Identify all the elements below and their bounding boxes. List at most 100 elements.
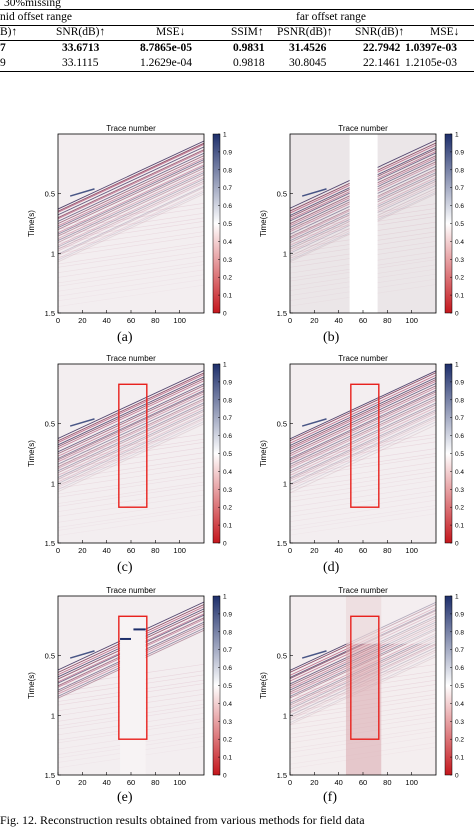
plot-area	[58, 134, 204, 313]
x-tick-label: 20	[310, 316, 318, 325]
seismic-plot: Trace number Time(s) 0 20 40 60 80 100 0.5 1 1.5 1 0…	[27, 124, 232, 325]
colorbar-tick-label: 0.7	[455, 647, 464, 654]
colorbar-tick-label: 0.4	[223, 701, 232, 708]
colorbar-tick-label: 0.5	[455, 451, 464, 458]
table-rule-bottom	[0, 71, 474, 72]
colorbar-tick-label: 0.6	[223, 433, 232, 440]
colorbar-tick-label: 0.9	[223, 379, 232, 386]
x-tick-label: 0	[56, 546, 60, 555]
table-cell: 1.0397e-03	[405, 42, 458, 54]
y-tick-label: 0.5	[45, 420, 55, 429]
table-cell: 33.6713	[62, 42, 100, 54]
colorbar-tick-label: 1	[455, 132, 459, 139]
table-row: 7 33.6713 8.7865e-05 0.9831 31.4526 22.7…	[0, 41, 474, 55]
colorbar-tick-label: 0.7	[455, 415, 464, 422]
y-tick-label: 1.5	[277, 309, 287, 318]
x-tick-label: 0	[56, 316, 60, 325]
y-tick-label: 1	[283, 249, 287, 258]
x-tick-label: 80	[151, 778, 159, 787]
colorbar-tick-label: 0.3	[223, 257, 232, 264]
col-header: SSIM↑	[231, 26, 264, 38]
table-cell: 30.8045	[289, 57, 327, 69]
colorbar-tick-label: 0.7	[223, 185, 232, 192]
x-tick-label: 20	[310, 546, 318, 555]
table-cell: 8.7865e-05	[140, 42, 193, 54]
table-cell: 7	[0, 42, 6, 54]
plot-title: Trace number	[106, 354, 156, 363]
colorbar-tick-label: 0.1	[455, 523, 464, 530]
plot-title: Trace number	[338, 354, 388, 363]
colorbar-tick-label: 0.2	[455, 737, 464, 744]
y-tick-label: 0.5	[277, 652, 287, 661]
table-cell: 1.2629e-04	[140, 57, 193, 69]
colorbar-tick-label: 0.6	[223, 665, 232, 672]
table-rule-top	[0, 9, 474, 10]
colorbar-tick-label: 0.6	[455, 665, 464, 672]
colorbar-tick-label: 0.4	[223, 239, 232, 246]
colorbar-tick-label: 1	[223, 132, 227, 139]
seismic-events	[290, 370, 436, 536]
colorbar-tick-label: 0.3	[455, 487, 464, 494]
colorbar-tick-label: 0.8	[223, 397, 232, 404]
y-tick-label: 1.5	[45, 771, 55, 780]
y-tick-label: 1	[51, 479, 55, 488]
missing-region	[120, 617, 146, 775]
x-tick-label: 0	[288, 546, 292, 555]
col-header: SNR(dB)↑	[56, 26, 106, 38]
plot-title: Trace number	[338, 124, 388, 133]
colorbar-tick-label: 0.5	[223, 221, 232, 228]
x-tick-label: 20	[310, 778, 318, 787]
colorbar-tick-label: 0.8	[223, 629, 232, 636]
seismic-events	[58, 370, 204, 536]
colorbar-tick-label: 0.8	[223, 167, 232, 174]
colorbar-tick-label: 0.4	[455, 701, 464, 708]
y-tick-label: 0.5	[45, 652, 55, 661]
highlight-box	[118, 615, 148, 740]
colorbar-tick-label: 0.6	[455, 203, 464, 210]
colorbar-tick-label: 0	[223, 311, 227, 318]
colorbar-tick-label: 0.5	[223, 451, 232, 458]
table-cell: 22.1461	[363, 57, 401, 69]
figure-caption: Fig. 12. Reconstruction results obtained…	[0, 813, 365, 827]
plot-title: Trace number	[106, 124, 156, 133]
panel-label-c: (c)	[117, 560, 133, 575]
table-rule-mid	[0, 25, 474, 26]
panel-label-a: (a)	[117, 330, 133, 345]
seismic-panel-f: Trace number Time(s) 0 20 40 60 80 100 0.5 1 1.5 1 0…	[244, 582, 474, 812]
y-tick-label: 1.5	[45, 309, 55, 318]
seismic-events	[290, 134, 436, 313]
col-header: PSNR(dB)↑	[277, 26, 333, 38]
x-tick-label: 40	[334, 316, 342, 325]
highlight-box	[118, 383, 148, 508]
y-tick-label: 0.5	[45, 190, 55, 199]
colorbar-tick-label: 0.1	[223, 293, 232, 300]
plot-title: Trace number	[338, 586, 388, 595]
table-row: 9 33.1115 1.2629e-04 0.9818 30.8045 22.1…	[0, 56, 474, 70]
x-tick-label: 20	[78, 546, 86, 555]
colorbar-tick-label: 0.8	[455, 397, 464, 404]
colorbar-tick-label: 0.1	[223, 755, 232, 762]
x-tick-label: 40	[102, 546, 110, 555]
y-axis-label: Time(s)	[27, 210, 36, 237]
y-tick-label: 0.5	[277, 190, 287, 199]
colorbar-tick-label: 0.2	[455, 275, 464, 282]
seismic-plot: Trace number Time(s) 0 20 40 60 80 100 0.5 1 1.5 1 0…	[259, 586, 464, 787]
x-tick-label: 60	[359, 778, 367, 787]
x-tick-label: 80	[151, 546, 159, 555]
colorbar-tick-label: 0.7	[223, 647, 232, 654]
table-cell: 31.4526	[289, 42, 327, 54]
col-header: MSE↓	[156, 26, 186, 38]
x-tick-label: 60	[359, 316, 367, 325]
x-tick-label: 20	[78, 778, 86, 787]
colorbar-tick-label: 0	[223, 541, 227, 548]
x-tick-label: 100	[173, 778, 186, 787]
seismic-plot: Trace number Time(s) 0 20 40 60 80 100 0.5 1 1.5 1 0…	[27, 586, 232, 787]
colorbar-tick-label: 0.3	[223, 487, 232, 494]
x-tick-label: 40	[334, 778, 342, 787]
missing-traces	[349, 134, 378, 313]
y-axis-label: Time(s)	[27, 440, 36, 467]
y-axis-label: Time(s)	[259, 210, 268, 237]
colorbar-tick-label: 0	[455, 311, 459, 318]
colorbar-tick-label: 0.5	[455, 683, 464, 690]
x-tick-label: 60	[127, 546, 135, 555]
